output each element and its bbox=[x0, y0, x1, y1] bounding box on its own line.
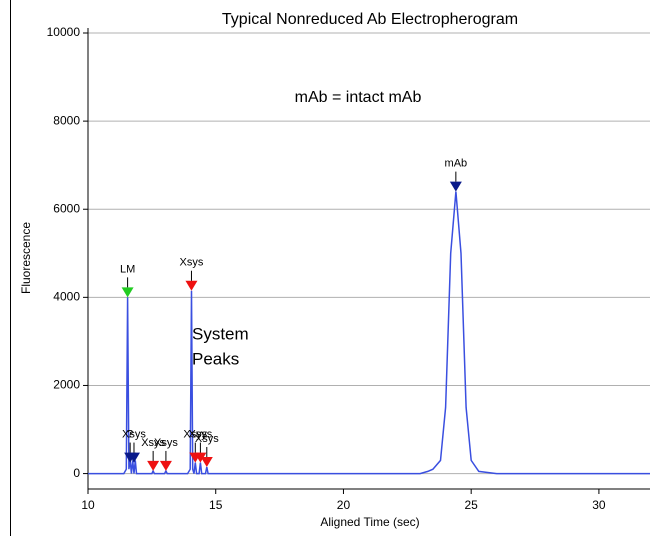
x-tick-label: 15 bbox=[209, 498, 223, 512]
peak-marker bbox=[159, 460, 172, 471]
annotation: System bbox=[192, 324, 249, 343]
x-axis-label: Aligned Time (sec) bbox=[320, 515, 419, 529]
peak-marker bbox=[449, 181, 462, 192]
trace bbox=[88, 191, 650, 475]
marker-label: Xsys bbox=[154, 437, 178, 449]
annotation: Peaks bbox=[192, 349, 239, 368]
marker-label: Xsys bbox=[141, 437, 165, 449]
marker-label: ? bbox=[127, 428, 133, 440]
x-tick-label: 25 bbox=[465, 498, 479, 512]
marker-label: mAb bbox=[445, 158, 468, 170]
peak-marker bbox=[200, 456, 213, 467]
marker-label: Xsys bbox=[180, 257, 204, 269]
y-tick-label: 2000 bbox=[53, 378, 80, 392]
y-tick-label: 0 bbox=[73, 466, 80, 480]
peak-marker bbox=[147, 460, 160, 471]
y-tick-label: 4000 bbox=[53, 290, 80, 304]
peak-marker bbox=[127, 452, 140, 463]
x-tick-label: 20 bbox=[337, 498, 351, 512]
annotation: mAb = intact mAb bbox=[295, 89, 422, 106]
marker-label: Xsys bbox=[122, 428, 146, 440]
marker-label: Xsys bbox=[188, 428, 212, 440]
marker-label: Xsys bbox=[183, 428, 207, 440]
y-tick-label: 8000 bbox=[53, 113, 80, 127]
x-tick-label: 10 bbox=[81, 498, 95, 512]
peak-marker bbox=[194, 452, 207, 463]
x-tick-label: 30 bbox=[592, 498, 606, 512]
marker-label: Xsys bbox=[195, 433, 219, 445]
peak-marker bbox=[121, 287, 134, 298]
y-axis-label: Fluorescence bbox=[19, 222, 33, 294]
y-tick-label: 10000 bbox=[47, 25, 81, 39]
y-tick-label: 6000 bbox=[53, 201, 80, 215]
peak-marker bbox=[185, 280, 198, 291]
marker-label: LM bbox=[120, 263, 135, 275]
chart-title: Typical Nonreduced Ab Electropherogram bbox=[222, 11, 518, 28]
